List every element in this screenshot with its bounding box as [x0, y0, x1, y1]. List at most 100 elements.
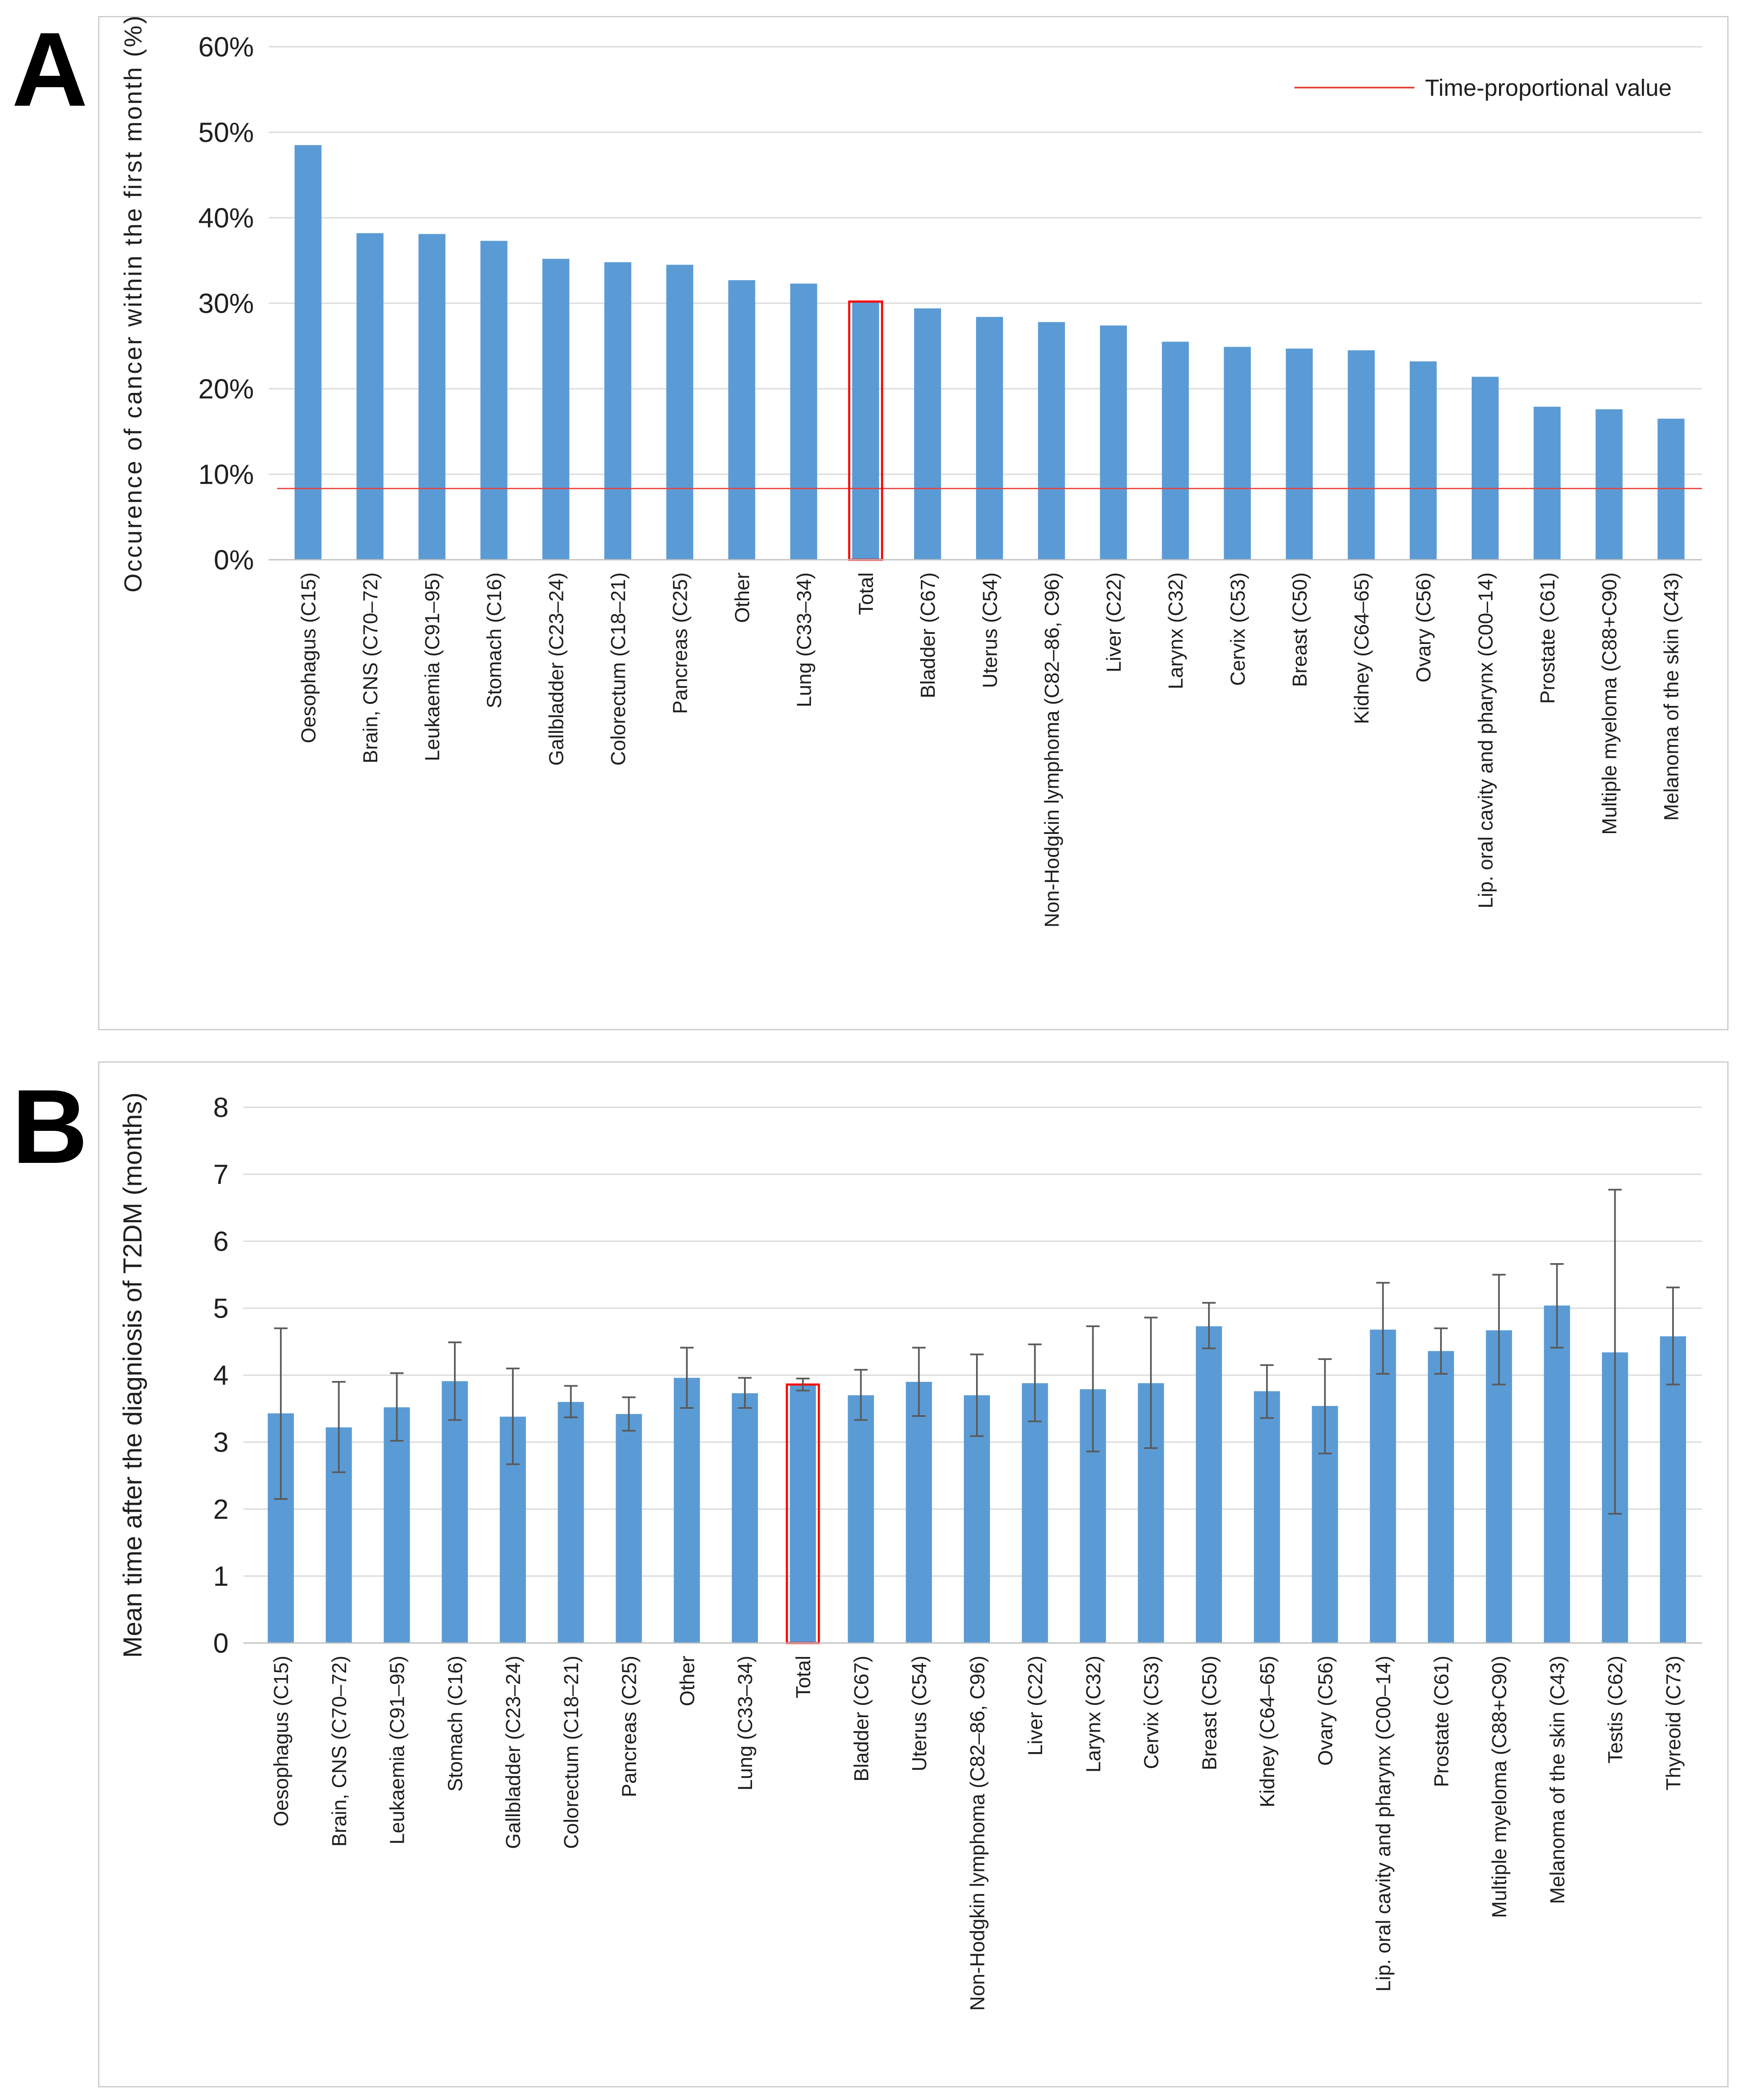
y-tick-label: 10% — [198, 459, 254, 490]
y-tick-label: 0 — [213, 1627, 229, 1659]
x-category-label: Larynx (C32) — [1165, 572, 1187, 689]
bar — [1595, 409, 1623, 560]
bar — [1660, 1336, 1686, 1643]
bar — [442, 1381, 468, 1643]
x-category-label: Non-Hodgkin lymphoma (C82–86, C96) — [966, 1656, 989, 2011]
x-category-label: Brain, CNS (C70–72) — [328, 1656, 351, 1847]
bar — [731, 1393, 758, 1643]
bar — [848, 1395, 874, 1643]
bar — [1472, 377, 1499, 560]
bar — [1657, 419, 1685, 560]
y-tick-label: 20% — [198, 373, 254, 404]
x-category-label: Liver (C22) — [1024, 1656, 1047, 1755]
bar — [906, 1381, 932, 1643]
y-tick-label: 40% — [198, 202, 254, 233]
x-category-label: Other — [676, 1656, 699, 1706]
panel-a-chart: 0% 10% 20% 30% 40% 50% 60% Oesophagus (C15) Brai… — [120, 17, 1702, 927]
x-category-label: Gallbladder (C23–24) — [545, 572, 568, 766]
bar — [1347, 350, 1375, 560]
bar — [558, 1402, 584, 1643]
y-tick-label: 0% — [214, 544, 254, 575]
y-axis-title: Mean time after the diagniosis of T2DM (… — [118, 1093, 147, 1658]
bar — [790, 283, 817, 560]
x-category-label: Multiple myeloma (C88+C90) — [1489, 1656, 1511, 1918]
bar — [384, 1407, 410, 1643]
bar — [418, 234, 446, 560]
bar — [852, 301, 879, 560]
bar — [1544, 1305, 1570, 1643]
x-category-label: Lung (C33–34) — [734, 1656, 757, 1790]
x-category-label: Kidney (C64–65) — [1351, 572, 1373, 724]
x-category-label: Colorectum (C18–21) — [607, 572, 630, 766]
x-category-label: Breast (C50) — [1198, 1656, 1221, 1770]
x-category-label: Lip. oral cavity and pharynx (C00–14) — [1475, 572, 1497, 908]
bar — [1196, 1326, 1222, 1643]
x-category-label: Pancreas (C25) — [619, 1656, 641, 1797]
x-category-label: Ovary (C56) — [1315, 1656, 1337, 1766]
x-category-label: Uterus (C54) — [909, 1656, 931, 1771]
bar — [976, 317, 1003, 560]
bar — [1162, 342, 1189, 560]
y-tick-label: 8 — [213, 1092, 229, 1123]
bar — [542, 259, 570, 560]
x-category-label: Gallbladder (C23–24) — [502, 1656, 525, 1849]
bar — [1100, 325, 1127, 560]
y-tick-label: 30% — [198, 288, 254, 319]
y-tick-label: 1 — [213, 1560, 229, 1592]
x-category-label: Thyreoid (C73) — [1662, 1656, 1685, 1790]
x-category-label: Other — [731, 572, 754, 623]
x-category-label: Total — [792, 1656, 815, 1698]
bar — [294, 145, 322, 560]
x-category-label: Lung (C33–34) — [793, 572, 816, 707]
x-category-label: Cervix (C53) — [1227, 572, 1249, 686]
x-category-label: Oesophagus (C15) — [270, 1656, 293, 1827]
x-category-label: Leukaemia (C91–95) — [421, 572, 444, 761]
y-tick-label: 6 — [213, 1226, 229, 1257]
x-category-label: Non-Hodgkin lymphoma (C82–86, C96) — [1041, 572, 1063, 927]
panel-a: 0% 10% 20% 30% 40% 50% 60% Oesophagus (C15) Brai… — [98, 16, 1729, 1030]
x-category-label: Kidney (C64–65) — [1256, 1656, 1279, 1807]
bar — [790, 1384, 816, 1643]
bar — [728, 280, 755, 560]
x-category-label: Melanoma of the skin (C43) — [1547, 1656, 1569, 1904]
x-category-label: Lip. oral cavity and pharynx (C00–14) — [1373, 1656, 1395, 1992]
legend-label: Time-proportional value — [1425, 75, 1672, 101]
bar — [674, 1378, 700, 1643]
bar — [1022, 1383, 1048, 1643]
bar — [1534, 406, 1561, 560]
x-category-label: Testis (C62) — [1605, 1656, 1627, 1763]
bar — [1224, 347, 1251, 560]
x-category-label: Cervix (C53) — [1141, 1656, 1163, 1769]
bar — [1286, 348, 1313, 560]
bar — [1428, 1351, 1454, 1643]
y-tick-label: 60% — [198, 31, 254, 62]
bar — [616, 1414, 642, 1643]
x-category-label: Leukaemia (C91–95) — [387, 1656, 409, 1844]
x-category-label: Brain, CNS (C70–72) — [360, 572, 382, 764]
y-tick-label: 2 — [213, 1494, 229, 1525]
bar — [666, 265, 694, 560]
y-tick-label: 5 — [213, 1293, 229, 1324]
x-category-label: Ovary (C56) — [1413, 572, 1435, 682]
y-tick-label: 7 — [213, 1159, 229, 1190]
x-category-label: Stomach (C16) — [483, 572, 506, 708]
bar — [1370, 1329, 1396, 1643]
bar — [1038, 322, 1065, 560]
x-category-label: Colorectum (C18–21) — [560, 1656, 583, 1849]
bar — [356, 233, 384, 560]
x-category-label: Multiple myeloma (C88+C90) — [1599, 572, 1621, 835]
x-category-label: Liver (C22) — [1103, 572, 1126, 672]
bar — [480, 240, 507, 560]
x-category-label: Stomach (C16) — [444, 1656, 467, 1792]
x-category-label: Total — [855, 572, 878, 615]
bar — [604, 262, 632, 560]
x-category-label: Uterus (C54) — [979, 572, 1001, 688]
bar — [1409, 361, 1437, 560]
x-category-label: Oesophagus (C15) — [298, 572, 320, 743]
x-category-label: Bladder (C67) — [917, 572, 939, 698]
x-category-label: Melanoma of the skin (C43) — [1661, 572, 1683, 821]
x-category-label: Prostate (C61) — [1430, 1656, 1453, 1787]
panel-b-letter: B — [12, 1068, 88, 1185]
panel-b: 0 1 2 3 4 5 6 7 8 Oesophagus (C15) Brain, CNS (C70… — [98, 1061, 1729, 2087]
x-category-label: Larynx (C32) — [1083, 1656, 1105, 1772]
